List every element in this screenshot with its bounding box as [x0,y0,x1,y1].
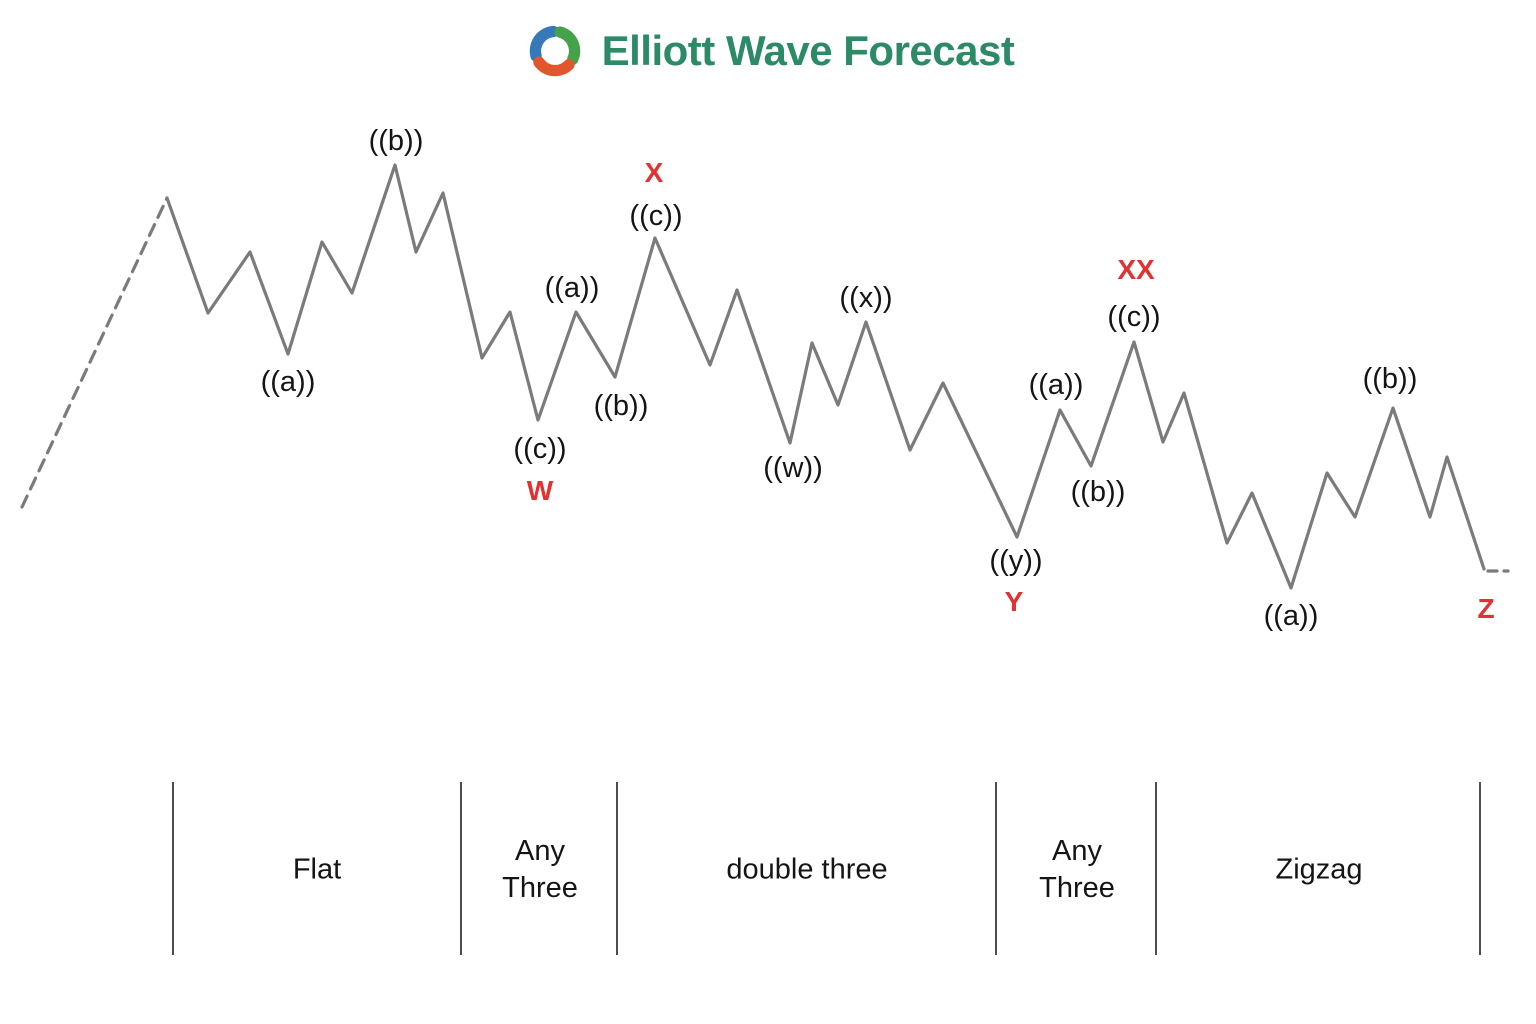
section-divider [1479,782,1481,955]
wave-label: ((c)) [1107,301,1160,333]
wave-label: ((a)) [261,366,316,398]
section-label-double-three: double three [726,853,888,886]
milestone-label-x: X [645,157,664,188]
header: Elliott Wave Forecast [0,18,1536,84]
wave-label: ((y)) [989,545,1042,577]
wave-label: ((b)) [369,125,424,157]
wave-label: ((c)) [513,433,566,465]
wave-label: ((a)) [1264,600,1319,632]
wave-label: ((b)) [1071,476,1126,508]
wave-label: ((b)) [1363,363,1418,395]
logo-arc-green [554,26,580,65]
brand-swirl-logo-icon [522,18,588,84]
section-label-zigzag: Zigzag [1275,853,1363,886]
wave-dashed-intro-line [20,196,169,509]
milestone-label-xx: XX [1117,254,1155,285]
section-divider [616,782,618,955]
page-title: Elliott Wave Forecast [601,27,1015,74]
section-divider [1155,782,1157,955]
section-divider [460,782,462,955]
section-label-any-three: Any Three [502,835,578,904]
section-label-flat: Flat [292,853,342,886]
milestone-label-w: W [527,475,554,506]
wave-label: ((c)) [629,200,682,232]
logo-arc-blue [529,25,559,62]
wave-label: ((a)) [1029,369,1084,401]
milestone-label-y: Y [1005,586,1024,617]
wave-milestone-labels: W X Y XX Z [527,157,1495,624]
wave-label: ((b)) [594,390,649,422]
wave-degree-labels: ((a)) ((b)) ((c)) ((a)) ((b)) ((c)) ((w)) ((x))… [261,125,1418,632]
section-label-any-three: Any Three [1039,835,1115,904]
milestone-label-z: Z [1477,593,1494,624]
logo-arc-orange [532,56,575,77]
section-divider [995,782,997,955]
wave-label: ((a)) [545,272,600,304]
wave-main-line [165,163,1486,590]
wave-label: ((w)) [763,452,823,484]
section-divider [172,782,174,955]
wave-label: ((x)) [839,282,892,314]
